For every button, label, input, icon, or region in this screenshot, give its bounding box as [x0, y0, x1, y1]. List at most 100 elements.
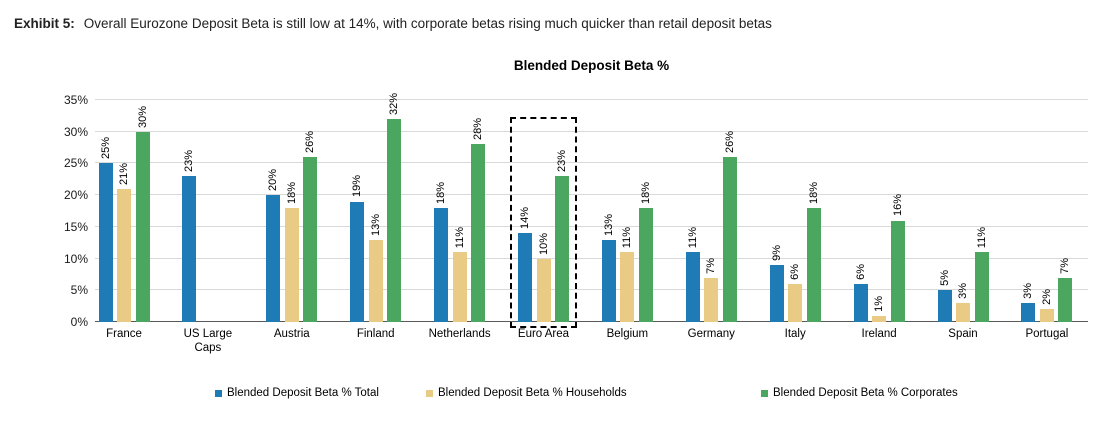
bar-italy-s0 — [769, 264, 784, 322]
bar-value-label: 11% — [621, 227, 634, 249]
bar-france-s2 — [135, 131, 150, 322]
bar-value-label: 9% — [770, 245, 783, 261]
legend-label: Blended Deposit Beta % Households — [438, 387, 627, 399]
legend-item-2: Blended Deposit Beta % Corporates — [761, 387, 958, 399]
x-tick-label: Belgium — [606, 328, 649, 340]
bar-italy-s2 — [806, 207, 821, 322]
x-tick-label: Ireland — [861, 328, 897, 340]
bar-ireland-s1 — [872, 315, 887, 322]
legend-label: Blended Deposit Beta % Corporates — [773, 387, 958, 399]
bar-value-label: 19% — [351, 175, 364, 198]
bar-ireland-s2 — [890, 220, 905, 322]
y-tick-label: 20% — [63, 188, 88, 203]
bar-value-label: 7% — [1059, 257, 1072, 274]
bar-belgium-s0 — [601, 239, 616, 322]
legend-label: Blended Deposit Beta % Total — [227, 387, 379, 399]
bar-value-label: 3% — [957, 283, 969, 299]
plot-area: 25% 21% 30% 23% 20% 18% 26% 19% 13% 32% 18% 11% 28% 1… — [95, 93, 1088, 322]
bar-belgium-s1 — [620, 252, 635, 322]
y-tick-label: 25% — [63, 156, 88, 171]
y-tick-label: 10% — [63, 251, 88, 266]
x-tick-label: Netherlands — [428, 328, 491, 340]
legend-item-1: Blended Deposit Beta % Households — [426, 387, 627, 399]
bar-value-label: 18% — [807, 181, 820, 204]
bar-value-label: 11% — [453, 227, 466, 249]
exhibit-title: Overall Eurozone Deposit Beta is still l… — [83, 16, 772, 31]
bar-value-label: 6% — [854, 264, 867, 280]
bar-austria-s1 — [284, 207, 299, 322]
bar-value-label: 6% — [789, 264, 802, 280]
gridline — [95, 257, 1088, 259]
bar-value-label: 11% — [975, 227, 988, 249]
bar-ireland-s0 — [853, 283, 868, 322]
x-tick-label: Austria — [273, 328, 310, 340]
bar-value-label: 16% — [891, 194, 904, 217]
bar-value-label: 28% — [472, 118, 485, 141]
bar-finland-s2 — [387, 119, 402, 322]
x-tick-label: Euro Area — [517, 328, 570, 340]
gridline — [95, 99, 1088, 100]
x-tick-label: Italy — [784, 328, 806, 340]
bar-spain-s2 — [974, 252, 989, 322]
bar-value-label: 3% — [1022, 283, 1035, 299]
bar-netherlands-s1 — [452, 252, 467, 322]
bar-value-label: 13% — [369, 213, 382, 236]
bar-value-label: 7% — [705, 257, 718, 274]
gridline — [95, 225, 1088, 227]
bar-value-label: 13% — [602, 213, 615, 236]
bar-france-s0 — [98, 163, 113, 322]
x-tick-label: France — [106, 328, 142, 340]
bar-finland-s1 — [368, 239, 383, 322]
bar-finland-s0 — [350, 201, 365, 322]
bar-belgium-s2 — [638, 207, 653, 322]
x-tick-label: US Large Caps — [183, 328, 233, 354]
bar-value-label: 18% — [435, 181, 448, 204]
bar-value-label: 1% — [873, 295, 886, 312]
gridline — [95, 130, 1088, 132]
bar-value-label: 18% — [639, 181, 652, 204]
bar-value-label: 30% — [136, 105, 149, 128]
bar-portugal-s0 — [1021, 302, 1036, 322]
bar-spain-s1 — [956, 302, 970, 322]
y-tick-label: 0% — [70, 315, 88, 329]
y-tick-label: 15% — [63, 219, 88, 234]
bar-austria-s0 — [266, 195, 281, 322]
bar-value-label: 23% — [183, 150, 196, 173]
bar-netherlands-s0 — [434, 207, 449, 322]
bar-euro-area-s2 — [555, 176, 569, 322]
bar-euro-area-s0 — [518, 233, 532, 322]
exhibit-label: Exhibit 5: — [14, 16, 75, 31]
y-tick-label: 30% — [63, 124, 88, 139]
gridline — [95, 162, 1088, 164]
x-axis-line — [95, 321, 1088, 322]
legend-item-0: Blended Deposit Beta % Total — [215, 387, 379, 399]
highlight-box-euro-area — [510, 117, 577, 328]
bar-france-s1 — [117, 188, 131, 322]
bar-value-label: 11% — [686, 227, 699, 249]
bar-value-label: 32% — [388, 93, 401, 116]
x-tick-label: Germany — [687, 328, 735, 340]
bar-value-label: 2% — [1040, 289, 1053, 306]
y-tick-label: 35% — [63, 93, 88, 107]
x-tick-label: Portugal — [1025, 328, 1069, 340]
bar-value-label: 21% — [118, 162, 130, 185]
bar-us-large-caps-s0 — [182, 176, 197, 322]
gridline — [95, 289, 1088, 291]
bar-value-label: 25% — [99, 137, 112, 160]
legend-swatch-icon — [426, 389, 433, 397]
x-tick-label: Finland — [356, 328, 395, 340]
x-tick-label: Spain — [948, 328, 978, 340]
legend-swatch-icon — [761, 389, 768, 397]
bar-value-label: 26% — [723, 131, 736, 154]
bar-value-label: 20% — [267, 169, 280, 192]
gridline — [95, 194, 1088, 196]
bar-portugal-s1 — [1039, 309, 1054, 322]
legend-swatch-icon — [215, 389, 222, 397]
bar-germany-s0 — [685, 252, 700, 322]
bar-germany-s2 — [722, 157, 737, 322]
bar-netherlands-s2 — [471, 144, 486, 322]
bar-value-label: 18% — [285, 181, 298, 204]
bar-italy-s1 — [788, 283, 803, 322]
bar-euro-area-s1 — [536, 258, 551, 322]
